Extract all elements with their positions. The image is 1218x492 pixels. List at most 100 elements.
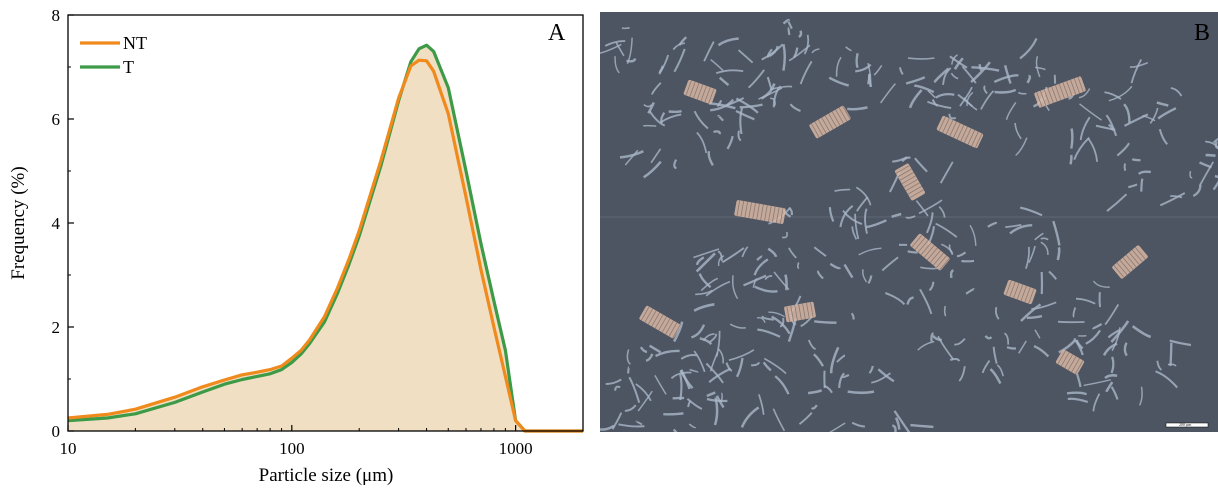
fiber-fragment (758, 394, 765, 415)
fiber-fragment (637, 390, 653, 412)
fiber-fragment (735, 109, 755, 121)
fiber-fragment (688, 423, 697, 429)
fiber-fragment (948, 243, 954, 256)
fiber-fragment (1079, 116, 1091, 141)
fiber-fragment (1157, 107, 1177, 120)
fiber-fragment (1014, 122, 1022, 140)
fiber-fragment (1107, 329, 1121, 339)
fiber-fragment (762, 361, 772, 372)
fiber-fragment (696, 131, 708, 154)
fiber-fragment (881, 256, 899, 272)
fiber-fragment (1056, 246, 1061, 261)
fiber-fragment (1138, 386, 1143, 406)
fiber-fragment (965, 287, 975, 295)
fiber-fragment (721, 247, 745, 264)
vessel-striation (1116, 262, 1128, 276)
fiber-fragment (1018, 340, 1027, 354)
fiber-fragment (782, 18, 790, 25)
vessel-striation (1005, 280, 1012, 296)
fiber-fragment (1102, 342, 1118, 356)
vessel-striation (1128, 252, 1140, 265)
fiber-fragment (756, 317, 766, 323)
fiber-fragment (868, 365, 874, 374)
vessel-striation (905, 182, 920, 192)
fiber-fragment (737, 49, 754, 64)
vessel-striation (1122, 257, 1134, 270)
fiber-fragment (763, 357, 787, 375)
vessel-striation (1043, 89, 1050, 105)
fiber-fragment (754, 285, 778, 293)
fiber-fragment (1025, 246, 1030, 269)
vessel-striation (1024, 287, 1031, 303)
vessel-striation (748, 202, 752, 219)
fiber-fragment (994, 88, 1017, 94)
fiber-fragment (772, 85, 782, 108)
vessel-body (936, 115, 984, 149)
y-tick-label: 0 (52, 422, 61, 441)
fiber-fragment (931, 99, 939, 107)
fiber-fragment (811, 48, 820, 54)
fiber-fragment (1058, 339, 1076, 354)
fiber-fragment (614, 385, 621, 391)
vessel-striation (689, 81, 696, 97)
fiber-fragment (978, 64, 983, 72)
fiber-fragment (1019, 206, 1043, 217)
fiber-fragment (739, 107, 744, 135)
fiber-fragment (918, 199, 943, 215)
fiber-fragment (1034, 232, 1044, 241)
fiber-fragment (873, 64, 883, 76)
fiber-fragment (769, 85, 793, 91)
vessel-striation (971, 131, 979, 147)
vessel-striation (1036, 91, 1043, 108)
fiber-fragment (855, 186, 872, 206)
fiber-fragment (1028, 245, 1036, 264)
fiber-fragment (643, 160, 662, 179)
x-tick-label: 10 (60, 439, 77, 458)
fiber-fragment (1035, 66, 1046, 71)
fiber-fragment (949, 358, 961, 362)
fiber-fragment (981, 360, 991, 374)
vessel-striation (1058, 83, 1065, 99)
fiber-fragment (717, 37, 739, 47)
fiber-fragment (980, 90, 995, 110)
fiber-fragment (993, 74, 1019, 83)
fiber-fragment (939, 161, 954, 184)
fiber-fragment (957, 93, 973, 108)
fiber-fragment (635, 383, 652, 402)
vessel-striation (895, 165, 910, 174)
vessel-striation (953, 123, 961, 138)
fiber-fragment (695, 256, 705, 266)
fiber-fragment (838, 372, 846, 388)
fiber-fragment (810, 404, 818, 410)
vessel-striation (736, 200, 741, 217)
fiber-fragment (1091, 322, 1103, 330)
fiber-fragment (668, 109, 683, 114)
fiber-fragment (618, 423, 645, 428)
fiber-fragment (717, 250, 723, 262)
fiber-fragment (663, 412, 684, 416)
fiber-fragment (698, 273, 712, 289)
vessel-body (1112, 245, 1148, 279)
vessel-striation (932, 252, 944, 266)
x-tick-label: 100 (279, 439, 305, 458)
vessel-striation (842, 105, 851, 120)
fiber-fragment (731, 275, 739, 300)
vessel-striation (1013, 282, 1020, 299)
vessel-striation (821, 117, 831, 132)
fiber-fragment (864, 208, 868, 234)
fiber-fragment (861, 269, 868, 283)
vessel-fragment (784, 301, 816, 323)
y-tick-label: 8 (52, 6, 61, 25)
fiber-fragment (1123, 103, 1131, 123)
vessel-striation (936, 255, 947, 269)
fiber-fragment (1034, 329, 1041, 339)
fiber-fragment (943, 305, 947, 317)
fiber-fragment (1137, 170, 1151, 175)
fiber-fragment (1214, 140, 1218, 150)
fiber-fragment (1073, 136, 1090, 160)
fiber-fragment (1123, 342, 1128, 357)
vessel-striation (1070, 79, 1077, 95)
fiber-fragment (1019, 37, 1038, 60)
fiber-fragment (626, 349, 631, 365)
fiber-fragment (1123, 113, 1149, 127)
